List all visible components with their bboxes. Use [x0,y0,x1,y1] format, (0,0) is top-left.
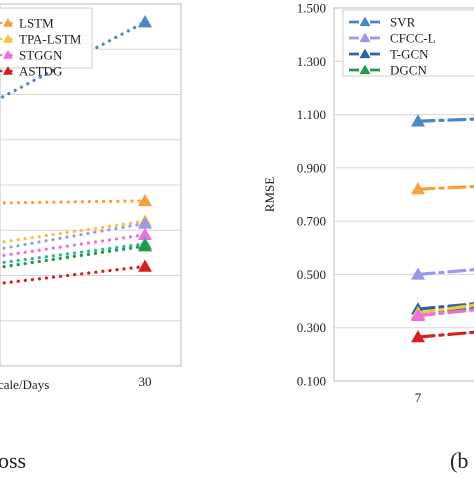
left-series-line-series-7 [0,244,147,269]
right-y-tick-label-6: 1.300 [297,54,326,69]
right-legend-marker-cfcc-l [359,32,371,43]
left-series-line-lstm [0,199,147,205]
right-series-line-cfcc-l [416,268,474,277]
right-y-tick-label-7: 1.500 [297,1,326,16]
left-series-line-stggn [0,233,147,258]
left-marker-lstm-1 [138,193,152,207]
left-series-line-series-0 [0,20,147,101]
left-series-line-tpa-lstm [0,219,147,244]
right-legend-label-cfcc-l: CFCC-L [390,31,436,46]
right-y-tick-label-0: 0.100 [297,374,326,389]
right-series-line-series-7 [416,330,474,339]
right-legend-marker-t-gcn [359,48,371,59]
right-x-tick-label: 7 [415,390,422,405]
right-series-line-t-gcn [416,302,474,311]
right-y-tick-label-4: 0.900 [297,160,326,175]
left-legend-marker-stggn [3,50,13,59]
right-marker-series-4-0 [411,182,425,195]
left-legend-marker-lstm [3,18,13,27]
right-y-tick-label-3: 0.700 [297,214,326,229]
right-series-line-series-4 [416,184,474,191]
left-legend-label-astdg: ASTDG [19,64,62,79]
right-legend-label-t-gcn: T-GCN [390,47,429,62]
left-legend-label-tpa-lstm: TPA-LSTM [19,32,82,47]
left-series-line-astdg [0,264,147,285]
left-marker-astdg-1 [138,259,152,272]
left-series-line-series-6 [0,242,147,265]
right-chart-panel: 0.100 0.300 0.500 0.700 0.900 1.100 1.300 1.500… [262,1,474,473]
right-y-axis-label: RMSE [262,177,277,212]
left-legend-label-lstm: LSTM [19,16,54,31]
right-marker-svr-0 [411,114,425,127]
right-legend-marker-dgcn [359,64,371,75]
right-y-tick-label-2: 0.500 [297,267,326,282]
left-legend-marker-astdg [3,66,13,75]
right-y-tick-label-1: 0.300 [297,320,326,335]
right-legend-label-dgcn: DGCN [390,63,427,78]
left-marker-series-5-1 [138,216,152,229]
left-panel-caption: oss [0,448,26,473]
left-series-line-series-5 [0,221,147,251]
right-series-line-series-5 [416,303,474,315]
right-series-line-svr [416,117,474,123]
right-panel-caption: (b [450,448,468,473]
left-legend-label-stggn: STGGN [19,48,63,63]
right-legend-label-svr: SVR [390,15,416,30]
right-marker-cfcc-l-0 [411,267,425,280]
left-marker-stggn-1 [138,227,152,241]
left-marker-series-0-1 [138,15,152,28]
right-series-line-series-6 [416,308,474,318]
left-x-tick-label: 30 [139,374,152,389]
right-legend-marker-svr [359,16,371,27]
right-y-tick-label-5: 1.100 [297,107,326,122]
left-x-axis-label: cale/Days [0,377,49,392]
left-legend-box [0,7,93,69]
left-legend-marker-tpa-lstm [3,34,13,43]
left-marker-series-7-1 [138,239,152,252]
right-marker-series-6-0 [411,308,425,321]
right-marker-series-7-0 [411,330,425,343]
